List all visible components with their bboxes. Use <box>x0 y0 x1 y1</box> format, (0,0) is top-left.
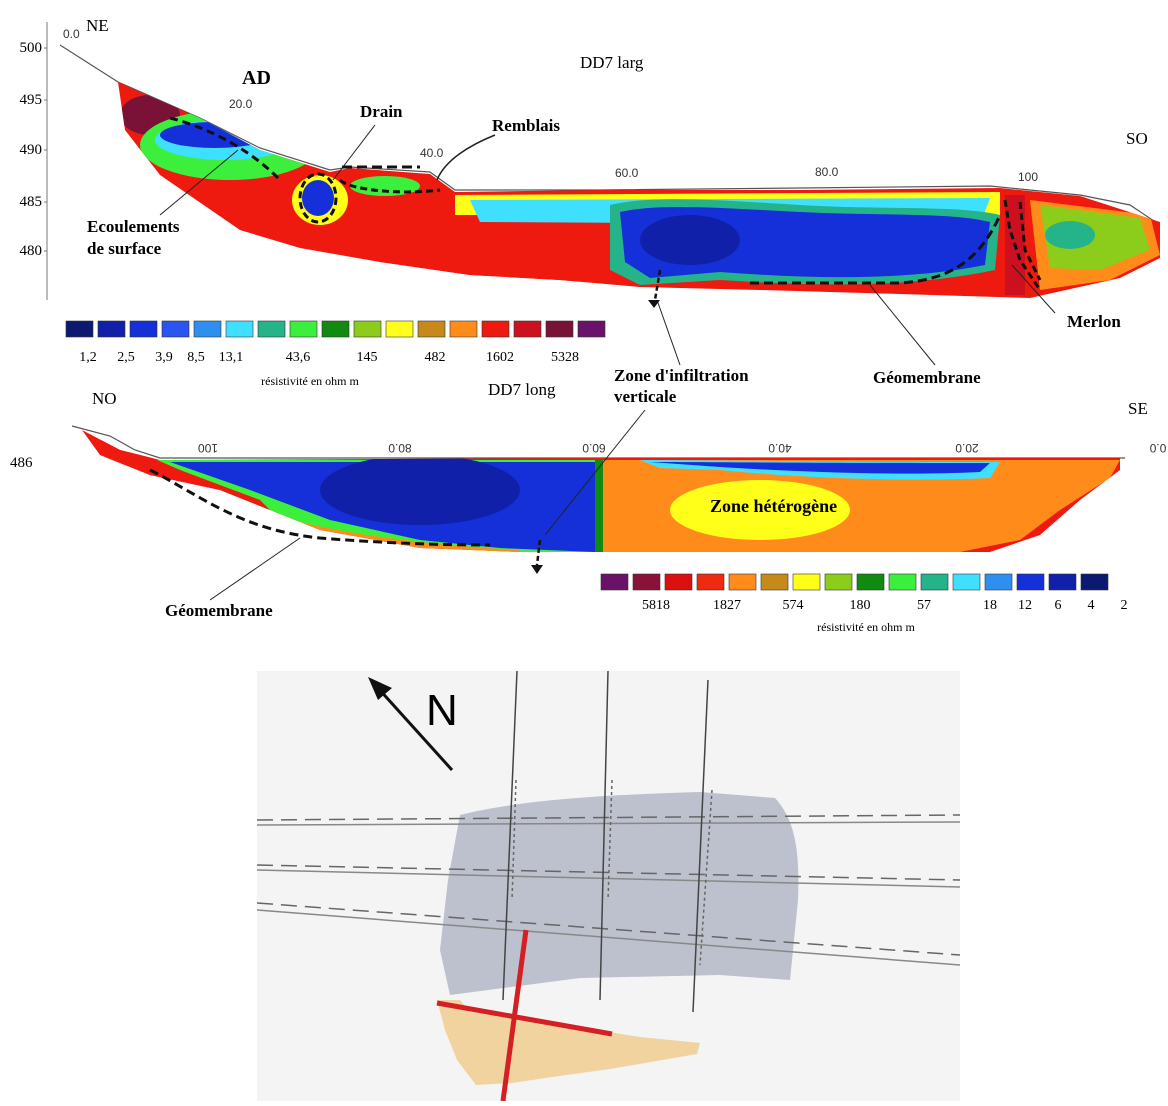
label-bottom-geomembrane: Géomembrane <box>165 601 273 620</box>
bottom-x-tick: 20.0 <box>955 441 979 455</box>
legend-swatch <box>226 321 253 337</box>
bottom-x-tick: 0.0 <box>1149 441 1166 455</box>
legend-swatch <box>66 321 93 337</box>
legend-swatch <box>322 321 349 337</box>
label-merlon: Merlon <box>1067 312 1121 331</box>
top-legend-value: 3,9 <box>155 350 173 365</box>
legend-swatch <box>386 321 413 337</box>
top-x-tick: 0.0 <box>63 27 80 41</box>
top-legend-value: 1,2 <box>79 350 97 365</box>
top-y-tick: 500 <box>20 40 43 56</box>
legend-swatch <box>546 321 573 337</box>
label-zone-heterogene: Zone hétérogène <box>710 496 837 516</box>
legend-swatch <box>793 574 820 590</box>
legend-swatch <box>697 574 724 590</box>
legend-swatch <box>578 321 605 337</box>
legend-swatch <box>162 321 189 337</box>
legend-swatch <box>418 321 445 337</box>
top-x-tick: 60.0 <box>615 166 639 180</box>
legend-swatch <box>985 574 1012 590</box>
legend-swatch <box>1017 574 1044 590</box>
legend-swatch <box>1081 574 1108 590</box>
bottom-title: DD7 long <box>488 380 556 399</box>
top-y-tick: 480 <box>20 243 43 259</box>
bottom-legend-value: 180 <box>850 598 871 613</box>
top-x-tick: 100 <box>1018 170 1038 184</box>
legend-swatch <box>290 321 317 337</box>
label-zone-infiltration: Zone d'infiltration <box>614 366 749 385</box>
site-map: N <box>257 671 960 1101</box>
legend-swatch <box>729 574 756 590</box>
bottom-legend-value: 57 <box>917 598 931 613</box>
legend-swatch <box>761 574 788 590</box>
legend-swatch <box>514 321 541 337</box>
legend-swatch <box>633 574 660 590</box>
bottom-y-tick: 486 <box>10 455 33 471</box>
label-remblais: Remblais <box>492 116 560 135</box>
legend-swatch <box>921 574 948 590</box>
legend-swatch <box>665 574 692 590</box>
legend-swatch <box>130 321 157 337</box>
top-legend-value: 8,5 <box>187 350 205 365</box>
top-legend-value: 145 <box>357 350 378 365</box>
label-ecoulements: Ecoulements <box>87 217 180 236</box>
legend-swatch <box>194 321 221 337</box>
top-y-tick: 490 <box>20 142 43 158</box>
bottom-x-tick: 100 <box>198 441 218 455</box>
bottom-x-tick: 80.0 <box>388 441 412 455</box>
bottom-profile: NO SE DD7 long 486 100 80.0 60.0 40.0 20… <box>10 366 1166 634</box>
top-legend-value: 5328 <box>551 350 579 365</box>
top-title: DD7 larg <box>580 53 644 72</box>
legend-swatch <box>258 321 285 337</box>
legend-swatch <box>857 574 884 590</box>
top-legend-value: 1602 <box>486 350 514 365</box>
legend-swatch <box>953 574 980 590</box>
north-label: N <box>426 686 458 735</box>
legend-swatch <box>601 574 628 590</box>
top-legend-unit: résistivité en ohm m <box>261 374 359 388</box>
top-y-tick: 495 <box>20 92 43 108</box>
legend-swatch <box>825 574 852 590</box>
bottom-right-orientation: SE <box>1128 399 1148 418</box>
top-y-tick: 485 <box>20 194 43 210</box>
bottom-color-legend <box>601 574 1108 590</box>
bottom-left-orientation: NO <box>92 389 117 408</box>
legend-swatch <box>98 321 125 337</box>
bottom-legend-value: 12 <box>1018 598 1032 613</box>
label-drain: Drain <box>360 102 403 121</box>
bottom-legend-value: 6 <box>1055 598 1062 613</box>
bottom-x-tick: 40.0 <box>768 441 792 455</box>
legend-swatch <box>354 321 381 337</box>
bottom-resistivity-section <box>70 420 1150 570</box>
top-legend-value: 482 <box>425 350 446 365</box>
bottom-x-tick: 60.0 <box>582 441 606 455</box>
bottom-legend-unit: résistivité en ohm m <box>817 620 915 634</box>
top-right-orientation: SO <box>1126 129 1148 148</box>
label-ad: AD <box>242 67 271 89</box>
bottom-legend-value: 4 <box>1088 598 1095 613</box>
top-legend-value: 2,5 <box>117 350 135 365</box>
bottom-legend-value: 1827 <box>713 598 741 613</box>
label-de-surface: de surface <box>87 239 162 258</box>
legend-swatch <box>450 321 477 337</box>
top-x-tick: 20.0 <box>229 97 253 111</box>
top-x-tick: 40.0 <box>420 146 444 160</box>
bottom-legend-value: 574 <box>783 598 804 613</box>
top-x-tick: 80.0 <box>815 165 839 179</box>
label-top-geomembrane: Géomembrane <box>873 368 981 387</box>
bottom-legend-value: 5818 <box>642 598 670 613</box>
top-color-legend <box>66 321 605 337</box>
top-legend-value: 13,1 <box>219 350 244 365</box>
top-profile: 500 495 490 485 480 0.0 20.0 40.0 60.0 8… <box>20 16 1168 388</box>
label-verticale: verticale <box>614 387 677 406</box>
legend-swatch <box>1049 574 1076 590</box>
legend-swatch <box>482 321 509 337</box>
top-legend-value: 43,6 <box>286 350 311 365</box>
top-resistivity-section <box>100 60 1168 320</box>
top-left-orientation: NE <box>86 16 109 35</box>
legend-swatch <box>889 574 916 590</box>
bottom-legend-value: 18 <box>983 598 997 613</box>
bottom-legend-value: 2 <box>1121 598 1128 613</box>
